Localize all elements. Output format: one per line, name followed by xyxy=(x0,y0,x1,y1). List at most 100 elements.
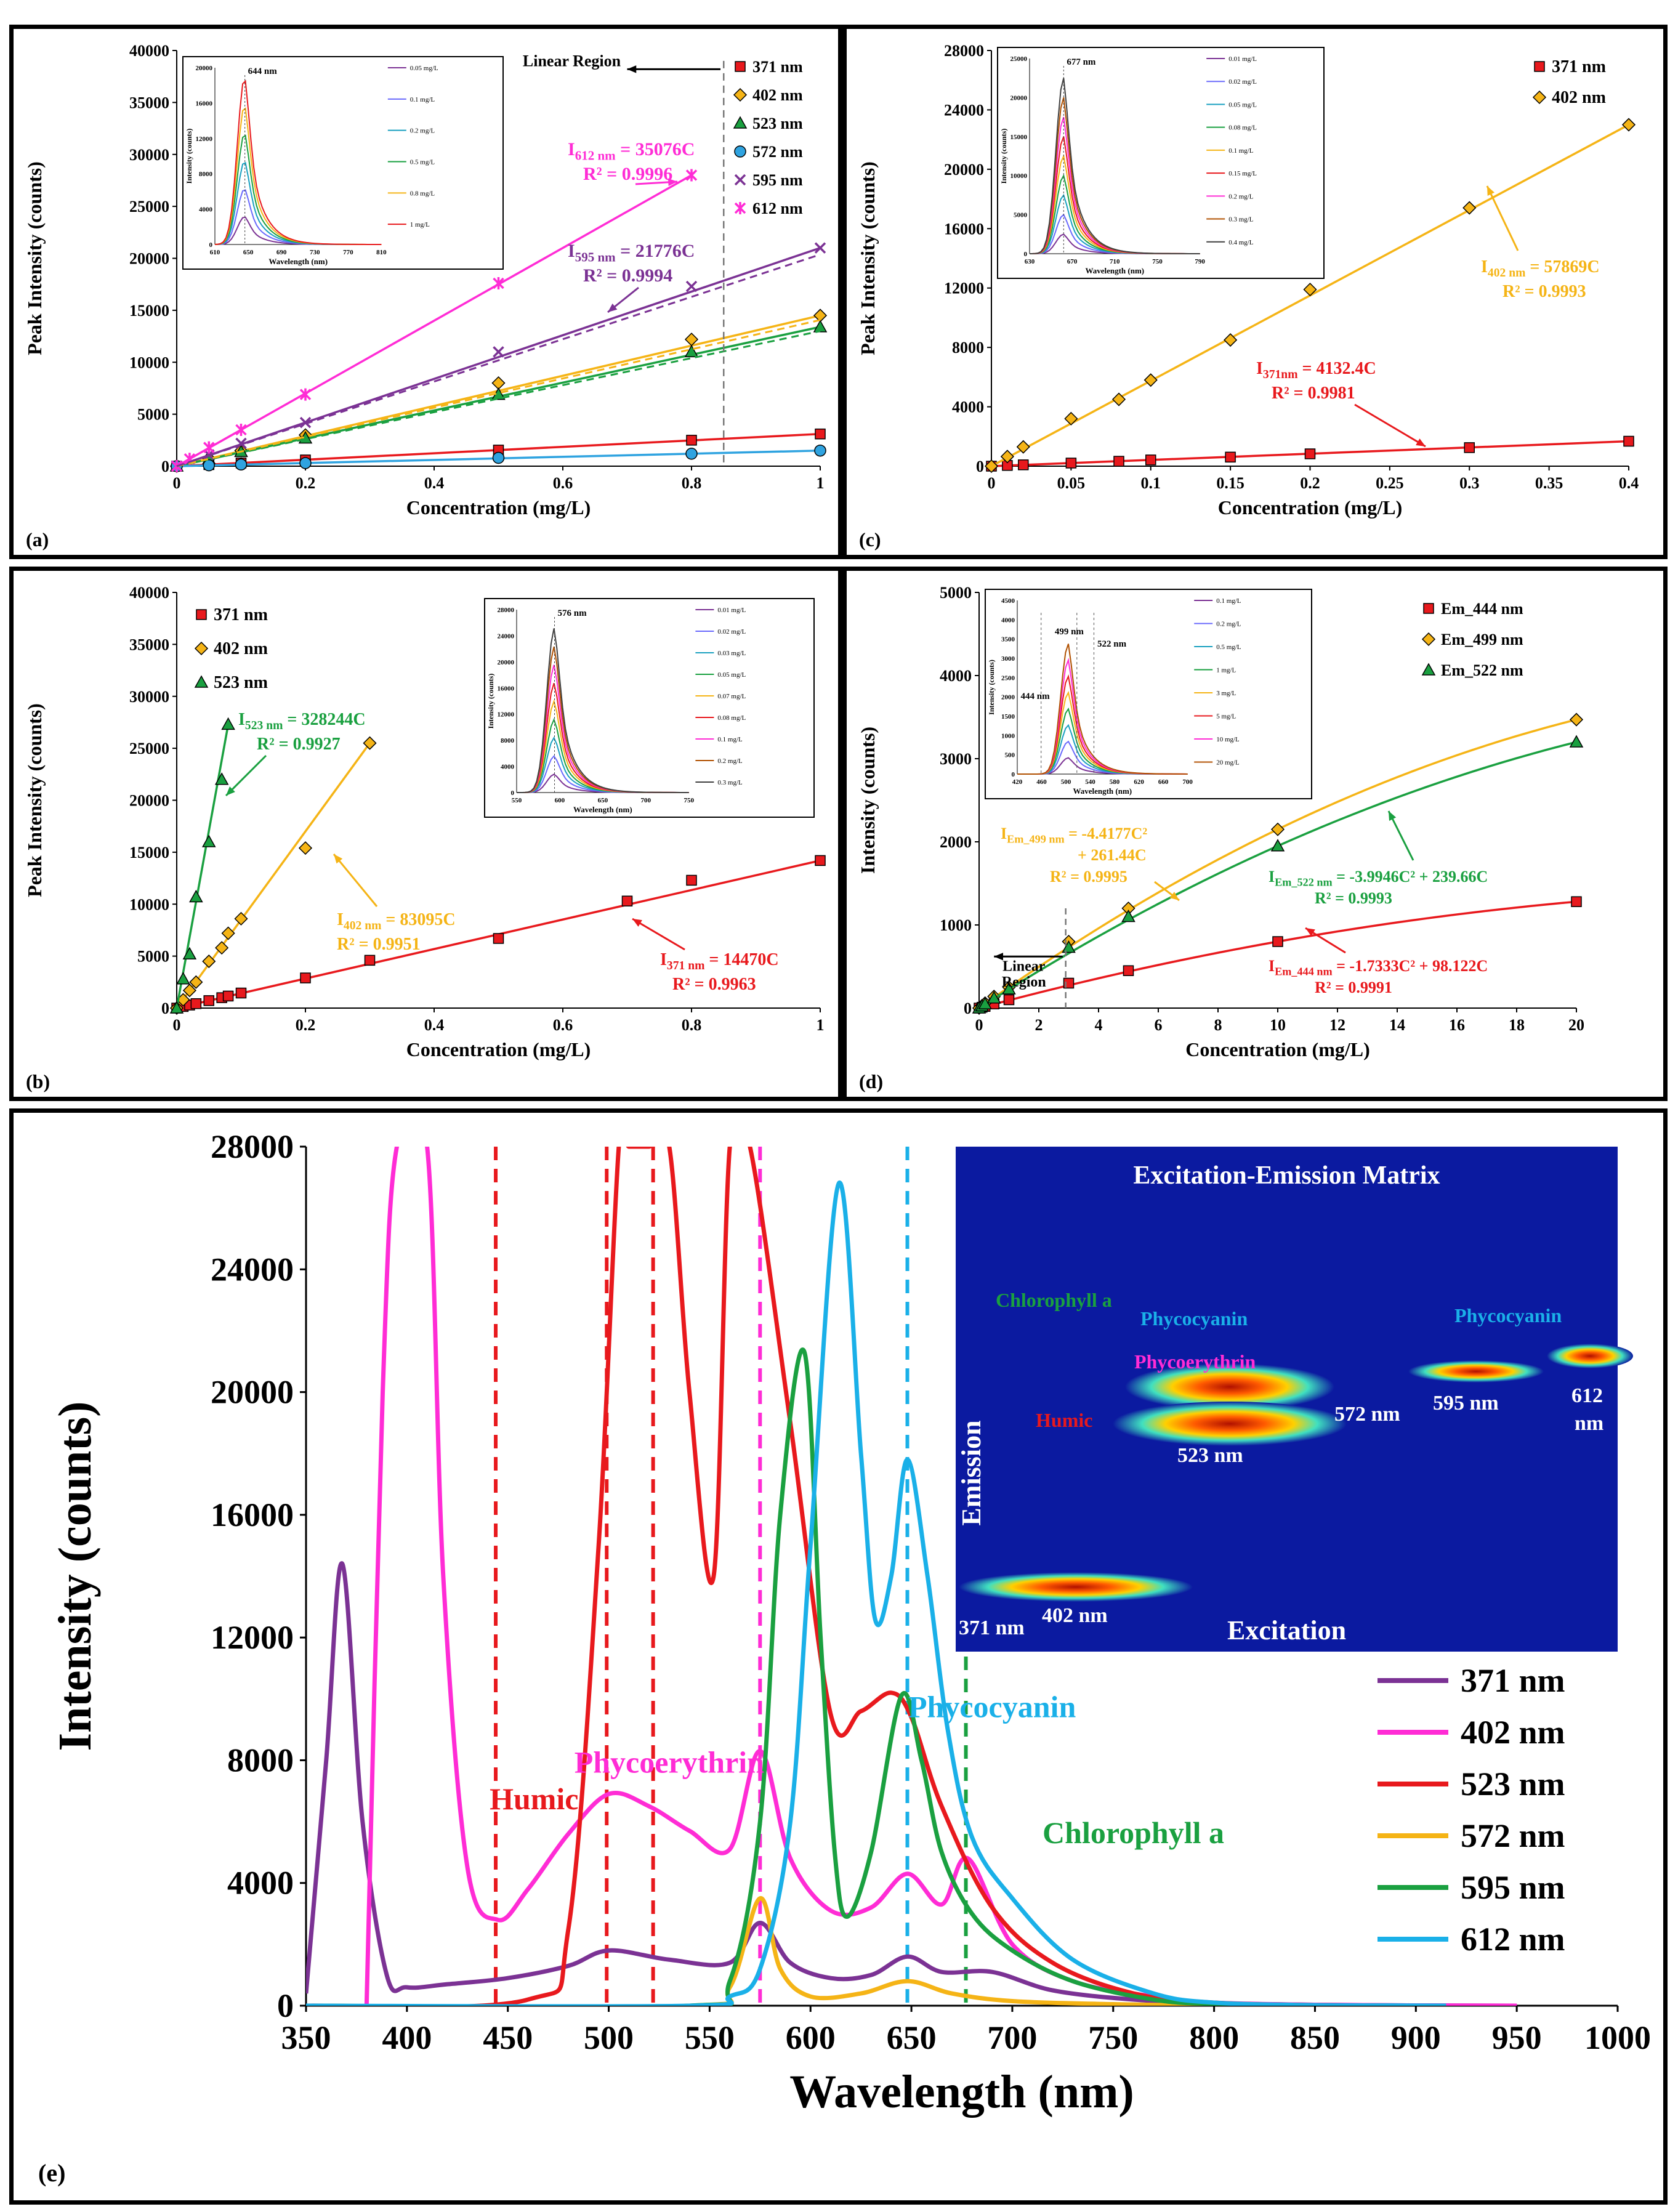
eem-label-523: 523 nm xyxy=(1177,1444,1243,1467)
label-chlorophyll: Chlorophyll a xyxy=(1043,1815,1224,1850)
inset-x-axis-title: Wavelength (nm) xyxy=(268,257,328,266)
y-tick-label: 8000 xyxy=(952,339,984,357)
data-point-402-nm xyxy=(1016,440,1030,454)
panel-label-a: (a) xyxy=(26,528,49,551)
r2-523: R² = 0.9927 xyxy=(257,735,341,754)
panel-label-e: (e) xyxy=(38,2159,65,2187)
inset-y-tick-label: 20000 xyxy=(498,659,515,666)
eem-label-572: 572 nm xyxy=(1334,1403,1400,1426)
data-point-612-nm xyxy=(203,441,215,454)
data-point-371-nm xyxy=(364,955,376,966)
y-tick-label: 15000 xyxy=(129,844,169,862)
legend-marker xyxy=(734,174,746,186)
data-point-402-nm xyxy=(1111,392,1126,406)
legend-label: 371 nm xyxy=(752,58,803,76)
data-point-402-nm xyxy=(215,941,229,955)
legend-marker xyxy=(1421,632,1436,647)
y-tick-label: 16000 xyxy=(944,220,984,238)
data-point-Em_522-nm xyxy=(1002,982,1016,995)
data-point-371-nm xyxy=(1018,459,1029,470)
x-tick-label: 0.2 xyxy=(296,474,316,492)
y-tick-label: 2000 xyxy=(940,833,972,851)
r2-612: R² = 0.9996 xyxy=(583,164,672,184)
x-tick-label: 0.4 xyxy=(1619,474,1639,492)
x-tick-label: 800 xyxy=(1189,2019,1239,2056)
legend-marker xyxy=(734,202,746,214)
data-point-402-nm xyxy=(363,736,377,750)
data-point-371-nm xyxy=(203,995,214,1006)
y-tick-label: 20000 xyxy=(944,161,984,179)
data-point-523-nm xyxy=(813,320,828,333)
inset-legend-label: 0.1 mg/L xyxy=(1228,147,1254,155)
y-tick-label: 0 xyxy=(964,999,972,1017)
chart-c: 0 0.05 0.1 0.15 0.2 0.25 0.3 0.35 0.4 0 4000 8000 12… xyxy=(857,42,1639,551)
inset-y-tick-label: 1000 xyxy=(1001,732,1015,740)
eq-402: I402 nm = 83095C xyxy=(337,910,456,932)
inset-x-tick-label: 700 xyxy=(641,797,651,804)
data-point-Em_522-nm xyxy=(1121,909,1135,922)
inset-y-tick-label: 16000 xyxy=(196,100,213,107)
legend-marker xyxy=(1423,603,1434,614)
data-point-572-nm xyxy=(235,458,248,471)
eem-label-612-unit: nm xyxy=(1575,1412,1603,1435)
y-tick-label: 15000 xyxy=(129,302,169,320)
y-tick-label: 3000 xyxy=(940,750,972,768)
x-axis-title: Concentration (mg/L) xyxy=(1218,496,1403,519)
y-tick-label: 4000 xyxy=(227,1865,294,1902)
data-point-612-nm xyxy=(235,423,247,436)
x-tick-label: 0.3 xyxy=(1459,474,1480,492)
eq-402-arrow-shaft xyxy=(1486,185,1519,251)
data-point-Em_522-nm xyxy=(986,991,1001,1004)
y-axis-title: Intensity (counts) xyxy=(49,1402,101,1751)
eem-phycoerythrin: Phycoerythrin xyxy=(1134,1350,1256,1373)
inset-y-tick-label: 3500 xyxy=(1001,636,1015,644)
r2-522: R² = 0.9993 xyxy=(1315,889,1392,907)
inset-curve xyxy=(1029,78,1200,254)
inset-box xyxy=(484,598,815,818)
inset-x-tick-label: 750 xyxy=(1152,258,1163,265)
legend-label: 523 nm xyxy=(214,673,268,692)
data-point-371-nm xyxy=(190,998,202,1009)
eq-371-arrow-shaft xyxy=(632,918,685,951)
inset-y-tick-label: 2500 xyxy=(1001,674,1015,682)
data-point-371-nm xyxy=(686,874,697,886)
inset-y-tick-label: 24000 xyxy=(498,632,515,640)
inset-x-tick-label: 690 xyxy=(276,249,287,256)
x-tick-label: 0.15 xyxy=(1216,474,1244,492)
eem-phycocyanin-2: Phycocyanin xyxy=(1454,1304,1562,1326)
inset-y-tick-label: 16000 xyxy=(498,685,515,692)
inset-x-tick-label: 540 xyxy=(1085,778,1095,786)
chart-b: 0 0.2 0.4 0.6 0.8 1 0 5000 10000 15000 20000 25000 3… xyxy=(23,584,826,1092)
y-tick-label: 30000 xyxy=(129,688,169,706)
eq-595-arrow-head xyxy=(608,303,618,312)
data-point-572-nm xyxy=(814,444,826,457)
x-tick-label: 0 xyxy=(975,1016,983,1034)
inset-y-tick-label: 25000 xyxy=(1010,55,1028,63)
eq-402-arrow-head xyxy=(334,854,343,864)
data-point-371-nm xyxy=(1225,451,1236,463)
data-point-523-nm xyxy=(189,889,203,903)
eem-label-371: 371 nm xyxy=(959,1617,1025,1639)
inset-legend-label: 0.1 mg/L xyxy=(1216,597,1241,605)
eq-444: IEm_444 nm = -1.7333C² + 98.122C xyxy=(1269,957,1488,978)
inset-legend-label: 1 mg/L xyxy=(1216,667,1236,674)
panel-d: 0 2 4 6 8 10 12 14 16 18 20 0 1000 2000 3000 4000 5000 Co… xyxy=(842,567,1668,1101)
y-axis-title: Intensity (counts) xyxy=(857,727,879,874)
eem-label-612: 612 xyxy=(1571,1384,1603,1407)
fit-line-Em_444-nm xyxy=(978,900,1577,1009)
inset-peak-label: 644 nm xyxy=(248,67,278,76)
data-point-371-nm xyxy=(1113,456,1124,467)
x-tick-label: 0.6 xyxy=(553,474,573,492)
r2-402: R² = 0.9951 xyxy=(337,935,421,954)
data-point-572-nm xyxy=(299,457,312,469)
inset-y-tick-label: 500 xyxy=(1005,752,1015,759)
linear-region-label-2: Region xyxy=(1002,974,1046,990)
data-point-371-nm xyxy=(300,972,311,983)
inset-x-tick-label: 790 xyxy=(1195,258,1205,265)
x-tick-label: 4 xyxy=(1095,1016,1103,1034)
x-tick-label: 0.8 xyxy=(682,1016,702,1034)
panel-a: 0 0.2 0.4 0.6 0.8 1 0 5000 10000 15000 20000 25000 3… xyxy=(9,25,842,559)
dashed-fit-line xyxy=(176,253,821,467)
x-tick-label: 650 xyxy=(887,2019,937,2056)
eem-x-label: Excitation xyxy=(1227,1615,1346,1645)
